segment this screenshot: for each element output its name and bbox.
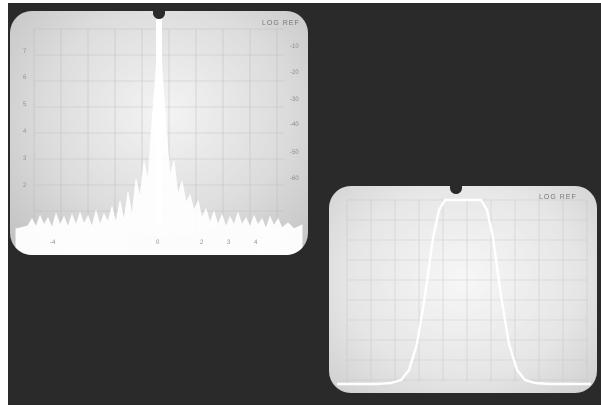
graticule-grid-right [346, 199, 588, 382]
div-scale-2: 5 [23, 102, 27, 108]
freq-scale-1: 0 [156, 240, 160, 246]
div-scale-5: 2 [23, 183, 27, 189]
freq-scale-4: 4 [254, 240, 258, 246]
div-scale-1: 6 [23, 75, 27, 81]
div-scale-4: 3 [23, 156, 27, 162]
db-scale-2: -30 [290, 97, 299, 103]
screen-top-notch-left [153, 11, 165, 19]
log-ref-label-left: LOG REF [262, 20, 300, 27]
spectrum-graticule-right [337, 198, 591, 386]
log-ref-label-right: LOG REF [539, 194, 577, 201]
screen-top-notch-right [450, 186, 462, 194]
freq-scale-0: -4 [50, 240, 56, 246]
div-scale-3: 4 [23, 129, 27, 135]
db-scale-0: -10 [290, 44, 299, 50]
db-scale-1: -20 [290, 70, 299, 76]
spectrum-screen-left: LOG REF -10 -20 -30 -40 -50 -60 7 6 5 4 … [10, 11, 308, 255]
db-scale-5: -60 [290, 176, 299, 182]
div-scale-0: 7 [23, 49, 27, 55]
spectrum-graticule-left [15, 16, 303, 255]
db-scale-4: -50 [290, 150, 299, 156]
spectrum-screen-right: LOG REF [329, 186, 597, 393]
freq-scale-3: 3 [227, 240, 231, 246]
filter-response-trace [337, 198, 591, 386]
db-scale-3: -40 [290, 122, 299, 128]
freq-scale-2: 2 [200, 240, 204, 246]
